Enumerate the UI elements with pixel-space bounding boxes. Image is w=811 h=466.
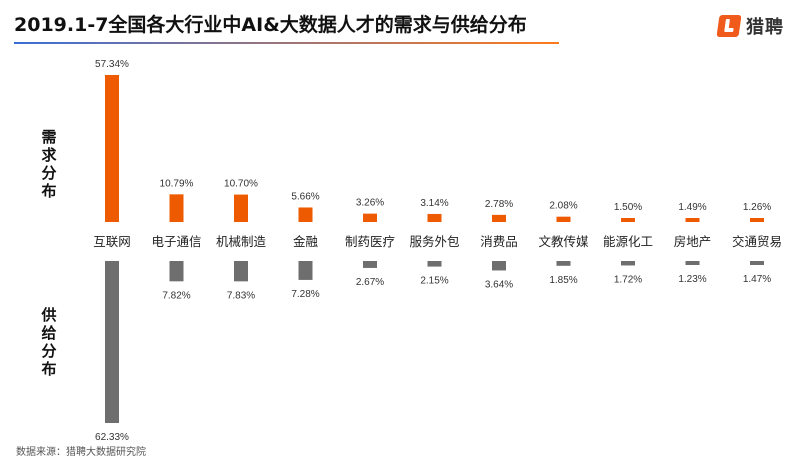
category-label: 消费品 (480, 234, 518, 249)
supply-value-label: 62.33% (95, 432, 129, 443)
supply-value-label: 1.23% (678, 274, 706, 285)
demand-bar (363, 213, 377, 222)
demand-value-label: 10.70% (224, 179, 258, 190)
title-underline (14, 42, 559, 44)
demand-value-label: 2.08% (549, 201, 577, 212)
demand-bar (685, 218, 700, 222)
demand-bar (492, 214, 506, 222)
page-title: 2019.1-7全国各大行业中AI&大数据人才的需求与供给分布 (14, 14, 527, 36)
demand-value-label: 1.26% (743, 202, 771, 213)
supply-bar (685, 261, 700, 265)
supply-axis-label: 供给分布 (41, 306, 57, 378)
category-label: 机械制造 (216, 234, 267, 249)
category-label: 互联网 (93, 234, 131, 249)
supply-value-label: 1.72% (614, 274, 642, 285)
supply-bar (169, 261, 184, 282)
demand-bar (427, 213, 442, 222)
demand-value-label: 3.26% (356, 198, 384, 209)
demand-value-label: 1.49% (678, 202, 706, 213)
category-label: 文教传媒 (538, 234, 589, 249)
supply-bar (234, 261, 248, 282)
supply-bar (492, 261, 506, 271)
demand-bar (169, 194, 184, 222)
supply-bar (363, 261, 377, 268)
data-source-note: 数据来源：猎聘大数据研究院 (16, 447, 146, 458)
supply-bar (105, 261, 119, 423)
category-label: 制药医疗 (345, 234, 395, 249)
demand-value-label: 1.50% (614, 202, 642, 213)
category-label: 能源化工 (603, 234, 653, 249)
demand-value-label: 57.34% (95, 59, 129, 70)
supply-bar (750, 261, 764, 265)
supply-value-label: 2.15% (420, 276, 448, 287)
supply-value-label: 2.67% (356, 277, 384, 288)
supply-value-label: 1.85% (549, 275, 577, 286)
demand-value-label: 3.14% (420, 198, 448, 209)
demand-bar (750, 218, 764, 222)
supply-value-label: 3.64% (485, 279, 513, 290)
demand-bar (234, 194, 248, 222)
supply-value-label: 7.82% (162, 290, 190, 301)
demand-bar (105, 75, 119, 222)
category-label: 电子通信 (151, 234, 201, 249)
category-label: 房地产 (674, 234, 712, 249)
demand-value-label: 2.78% (485, 199, 513, 210)
supply-value-label: 1.47% (743, 274, 771, 285)
logo-text: 猎聘 (746, 17, 784, 38)
supply-bar (427, 261, 442, 267)
category-label: 金融 (293, 234, 319, 249)
supply-bar (621, 261, 635, 266)
supply-bar (298, 261, 313, 280)
demand-bar (556, 216, 571, 222)
supply-value-label: 7.28% (291, 289, 319, 300)
demand-bar (298, 207, 313, 222)
demand-bar (621, 218, 635, 222)
supply-value-label: 7.83% (227, 290, 255, 301)
brand-logo: 猎聘 (716, 13, 784, 39)
demand-value-label: 10.79% (160, 178, 194, 189)
category-label: 服务外包 (409, 234, 459, 249)
category-label: 交通贸易 (732, 234, 782, 249)
demand-value-label: 5.66% (291, 191, 319, 202)
demand-axis-label: 需求分布 (41, 128, 57, 200)
supply-bar (556, 261, 571, 266)
